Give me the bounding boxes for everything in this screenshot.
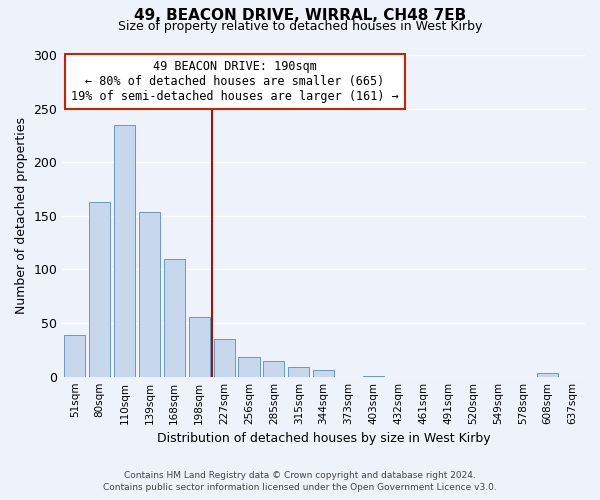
Bar <box>214 339 235 376</box>
Text: Contains HM Land Registry data © Crown copyright and database right 2024.
Contai: Contains HM Land Registry data © Crown c… <box>103 471 497 492</box>
Bar <box>238 358 260 376</box>
Y-axis label: Number of detached properties: Number of detached properties <box>15 118 28 314</box>
Bar <box>313 370 334 376</box>
Text: 49, BEACON DRIVE, WIRRAL, CH48 7EB: 49, BEACON DRIVE, WIRRAL, CH48 7EB <box>134 8 466 22</box>
Bar <box>537 374 558 376</box>
Bar <box>188 316 210 376</box>
Bar <box>89 202 110 376</box>
Bar <box>64 335 85 376</box>
Text: Size of property relative to detached houses in West Kirby: Size of property relative to detached ho… <box>118 20 482 33</box>
Text: 49 BEACON DRIVE: 190sqm
← 80% of detached houses are smaller (665)
19% of semi-d: 49 BEACON DRIVE: 190sqm ← 80% of detache… <box>71 60 398 103</box>
Bar <box>288 367 310 376</box>
Bar <box>164 258 185 376</box>
Bar <box>114 124 135 376</box>
X-axis label: Distribution of detached houses by size in West Kirby: Distribution of detached houses by size … <box>157 432 490 445</box>
Bar <box>139 212 160 376</box>
Bar <box>263 360 284 376</box>
